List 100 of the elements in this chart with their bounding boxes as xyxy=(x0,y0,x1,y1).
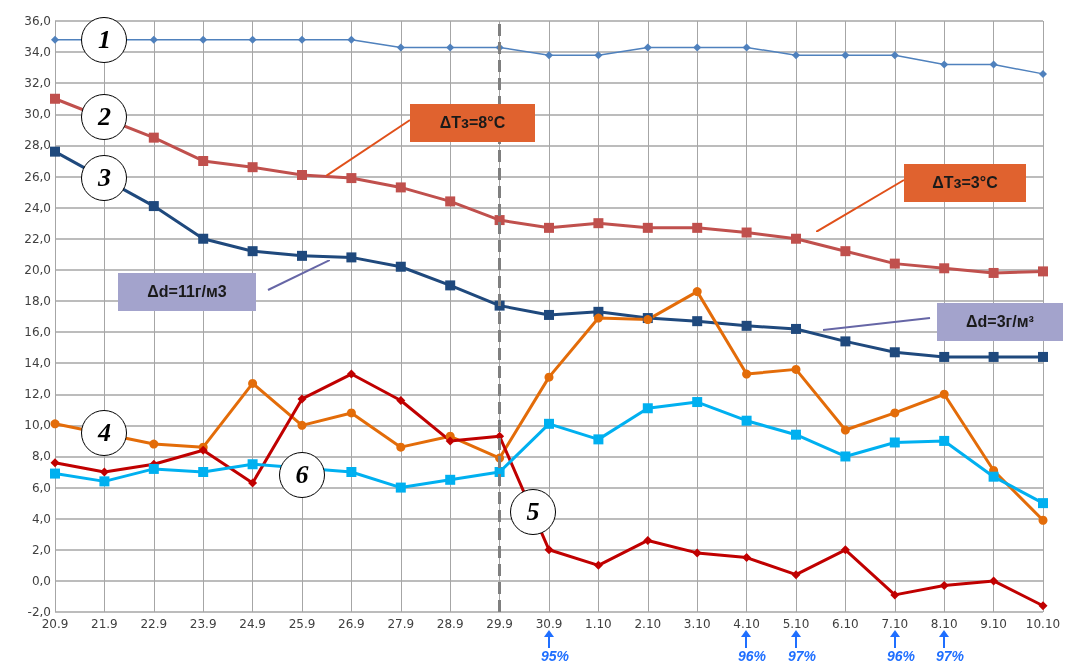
point xyxy=(50,468,60,479)
callout: Δd=11г/м3 xyxy=(118,260,330,311)
text: 95% xyxy=(540,648,570,664)
x-tick-label: 21.9 xyxy=(91,617,118,631)
annotation: Δd=3г/м³ xyxy=(966,313,1034,331)
point xyxy=(297,169,307,180)
point xyxy=(396,43,405,52)
x-tick-label: 23.9 xyxy=(189,617,217,631)
point xyxy=(297,420,307,430)
y-tick-label: 24,0 xyxy=(24,200,51,215)
x-tick-label: 24.9 xyxy=(239,617,266,631)
point xyxy=(840,451,851,462)
point xyxy=(643,535,653,545)
point xyxy=(792,51,800,60)
point xyxy=(692,548,702,558)
point xyxy=(988,471,999,482)
x-tick-label: 4.10 xyxy=(733,617,760,631)
y-tick-label: 16,0 xyxy=(24,325,51,340)
annotation: 3 xyxy=(97,163,111,194)
point xyxy=(741,415,752,426)
y-tick-label: 4,0 xyxy=(31,511,51,526)
point xyxy=(841,51,850,60)
point xyxy=(199,35,208,44)
point xyxy=(99,476,110,487)
point xyxy=(594,51,603,60)
point xyxy=(395,182,406,193)
point xyxy=(989,60,998,69)
x-tick-label: 28.9 xyxy=(436,617,464,631)
annotation: 1 xyxy=(97,24,111,55)
y-tick-label: 22,0 xyxy=(24,231,51,246)
point xyxy=(643,43,652,52)
point xyxy=(149,35,158,44)
y-tick-label: 32,0 xyxy=(24,76,51,91)
point xyxy=(248,378,258,388)
point xyxy=(148,463,159,474)
number-badge: 4 xyxy=(81,410,128,457)
point xyxy=(692,287,702,297)
point xyxy=(50,419,60,429)
point xyxy=(297,394,307,404)
point xyxy=(1038,601,1048,611)
text: 96% xyxy=(886,648,916,664)
point xyxy=(593,313,603,323)
y-tick-label: -2,0 xyxy=(27,605,51,619)
point xyxy=(889,258,900,269)
point xyxy=(99,467,109,477)
point xyxy=(445,280,456,291)
point xyxy=(889,437,900,448)
point xyxy=(346,173,357,184)
point xyxy=(247,162,258,173)
point xyxy=(1038,351,1048,362)
y-tick-label: 8,0 xyxy=(31,449,51,464)
point xyxy=(544,418,554,429)
point xyxy=(742,43,751,52)
x-tick-label: 30.9 xyxy=(535,617,563,631)
point xyxy=(297,250,307,261)
point xyxy=(742,369,752,379)
point xyxy=(544,545,554,555)
x-tick-label: 9.10 xyxy=(980,617,1007,631)
point xyxy=(395,482,406,493)
text: 97% xyxy=(787,648,817,664)
annotation: 4 xyxy=(97,418,111,449)
point xyxy=(445,196,456,207)
point xyxy=(988,351,999,362)
point xyxy=(247,459,258,470)
point xyxy=(693,43,702,52)
point xyxy=(889,347,900,358)
callout: Δd=3г/м³ xyxy=(823,303,1063,341)
point xyxy=(51,35,59,44)
point xyxy=(692,222,703,233)
point xyxy=(692,397,703,408)
annotation: 5 xyxy=(526,497,540,527)
y-tick-label: 28,0 xyxy=(24,138,51,153)
point xyxy=(395,261,406,272)
point xyxy=(544,372,554,382)
point xyxy=(198,155,209,166)
x-tick-label: 2.10 xyxy=(634,617,662,631)
point xyxy=(593,434,604,445)
x-tick-label: 29.9 xyxy=(486,617,513,631)
number-badge: 3 xyxy=(81,155,128,202)
point xyxy=(1038,515,1048,525)
x-tick-label: 27.9 xyxy=(387,617,415,631)
point xyxy=(50,93,60,104)
y-tick-label: 26,0 xyxy=(24,169,51,184)
point xyxy=(939,435,950,446)
x-tick-label: 8.10 xyxy=(930,617,958,631)
annotation: 2 xyxy=(97,102,111,133)
point xyxy=(791,429,801,440)
number-badge: 2 xyxy=(81,94,128,141)
text: 96% xyxy=(737,648,767,664)
point xyxy=(741,320,752,331)
point xyxy=(791,323,801,334)
x-tick-label: 26.9 xyxy=(338,617,365,631)
point xyxy=(939,581,949,591)
point xyxy=(840,545,850,555)
point xyxy=(890,590,900,600)
point xyxy=(347,35,356,44)
point xyxy=(940,60,949,69)
text: 97% xyxy=(935,648,965,664)
annotation: Δd=11г/м3 xyxy=(147,283,227,301)
point xyxy=(148,132,159,143)
